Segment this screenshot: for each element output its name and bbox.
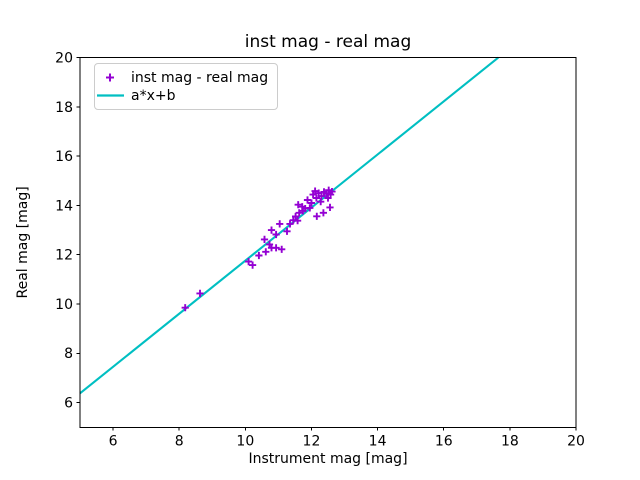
x-tick-label: 18 [501,434,519,450]
data-point-plus-marker [283,227,291,235]
legend: inst mag - real mag a*x+b [94,63,278,110]
data-point-plus-marker [307,199,316,207]
x-tick-label: 8 [175,434,184,450]
data-point-plus-marker [317,192,325,200]
data-point-plus-marker [328,188,336,196]
data-point-plus-marker [294,201,302,209]
x-tick-label: 10 [236,434,254,450]
data-point-plus-marker [326,203,334,211]
data-point-plus-marker [181,304,189,312]
chart-title: inst mag - real mag [245,32,412,52]
x-tick-label: 16 [435,434,453,450]
data-point-plus-marker [306,204,314,212]
data-point-plus-marker [267,226,276,234]
x-axis-label: Instrument mag [mag] [248,451,407,467]
data-point-plus-marker [312,194,320,202]
data-point-plus-marker [265,240,274,248]
data-point-plus-marker [276,220,284,228]
data-point-plus-marker [249,261,257,269]
data-point-plus-marker [245,258,253,266]
data-point-plus-marker [255,251,263,260]
data-point-plus-marker [294,217,302,225]
data-point-plus-marker [272,244,280,252]
data-point-plus-marker [313,212,321,220]
data-point-plus-marker [292,212,300,221]
y-tick-label: 20 [55,51,73,67]
data-point-plus-marker [303,196,312,204]
data-point-plus-marker [196,289,204,297]
x-tick-label: 20 [567,434,585,450]
y-tick-label: 18 [55,100,73,116]
data-point-plus-marker [286,220,294,228]
y-tick-label: 12 [55,248,73,264]
legend-entry-scatter: inst mag - real mag [131,70,268,86]
x-tick-label: 12 [303,434,321,450]
y-axis-label: Real mag [mag] [15,186,31,298]
y-axis-ticks: 6 8 10 12 14 16 18 20 [55,51,80,411]
y-tick-label: 16 [55,149,73,165]
data-point-plus-marker [262,248,270,256]
x-tick-label: 6 [109,434,118,450]
y-tick-label: 10 [55,297,73,313]
y-tick-label: 8 [64,346,73,362]
data-point-plus-marker [260,235,269,243]
scatter-points [181,186,336,312]
data-point-plus-marker [319,209,327,217]
legend-entry-fit: a*x+b [131,88,176,104]
y-tick-label: 14 [55,198,73,214]
data-point-plus-marker [272,230,280,239]
legend-plus-marker-icon [106,73,114,82]
y-tick-label: 6 [64,395,73,411]
legend-box [94,63,278,110]
data-point-plus-marker [295,209,303,217]
x-tick-label: 14 [369,434,387,450]
x-axis-ticks: 6 8 10 12 14 16 18 20 [109,427,585,450]
data-point-plus-marker [278,245,286,253]
plot-border [79,57,577,428]
